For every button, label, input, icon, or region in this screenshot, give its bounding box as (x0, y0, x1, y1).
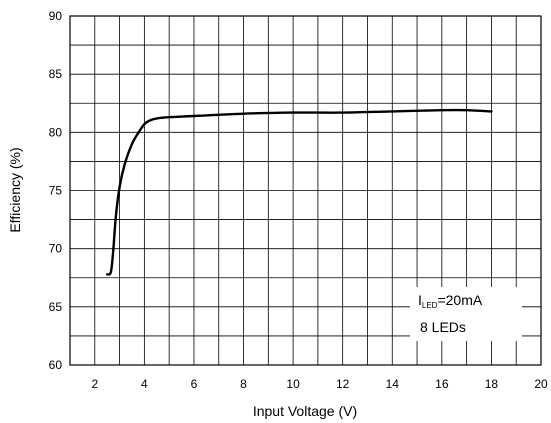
x-tick-label: 18 (485, 377, 499, 391)
y-axis-title: Efficiency (%) (7, 147, 23, 232)
annotation-box (410, 287, 522, 341)
efficiency-curve (106, 108, 493, 276)
tick-labels: 2 4 6 8 10 12 14 16 18 20 60 65 70 75 80 85 90 (49, 9, 548, 391)
plot-frame (69, 15, 542, 366)
x-tick-label: 2 (91, 377, 98, 391)
annotation-current-prefix: I (418, 292, 422, 308)
series-layer (106, 108, 493, 276)
x-tick-label: 8 (240, 377, 247, 391)
y-tick-label: 90 (49, 9, 63, 23)
x-tick-label: 16 (435, 377, 449, 391)
x-tick-label: 10 (286, 377, 300, 391)
y-tick-label: 85 (49, 67, 63, 81)
y-tick-label: 60 (49, 358, 63, 372)
x-tick-label: 12 (336, 377, 350, 391)
x-axis-title: Input Voltage (V) (253, 403, 357, 419)
annotation-current: ILED=20mA (418, 292, 483, 310)
y-tick-label: 65 (49, 300, 63, 314)
x-tick-label: 14 (386, 377, 400, 391)
x-tick-label: 6 (191, 377, 198, 391)
y-tick-label: 75 (49, 184, 63, 198)
annotation-current-suffix: =20mA (437, 292, 482, 308)
y-tick-label: 80 (49, 125, 63, 139)
x-tick-label: 20 (534, 377, 548, 391)
y-tick-label: 70 (49, 242, 63, 256)
annotation-current-subscript: LED (422, 301, 438, 310)
x-tick-label: 4 (141, 377, 148, 391)
annotation-led-count: 8 LEDs (420, 319, 466, 335)
